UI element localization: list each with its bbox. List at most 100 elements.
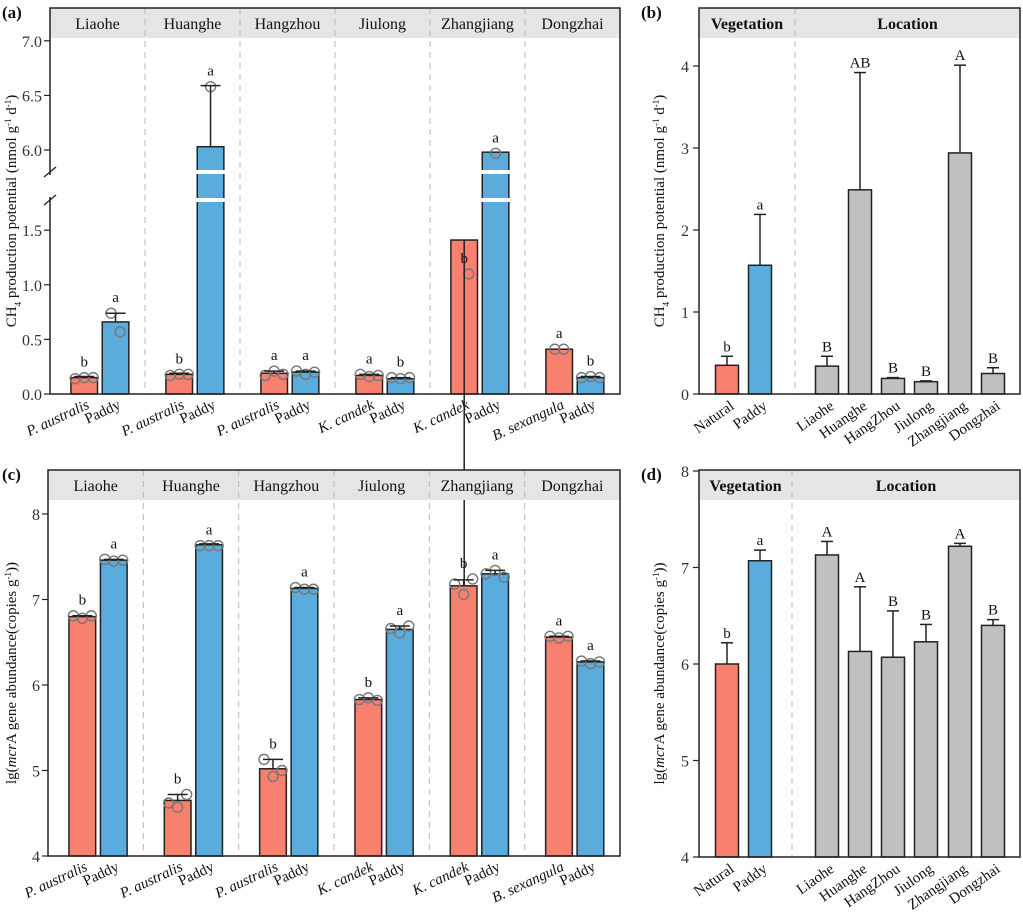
data-point bbox=[371, 694, 384, 707]
bar bbox=[355, 374, 384, 395]
significance-label: B bbox=[888, 361, 898, 377]
x-tick-label: Paddy bbox=[271, 859, 312, 890]
y-tick-label: 0 bbox=[681, 387, 689, 404]
y-tick-label: 5 bbox=[681, 754, 689, 771]
facet-strip-label: Jiulong bbox=[359, 16, 406, 33]
x-tick-label: Paddy bbox=[272, 397, 313, 428]
strip-label-vegetation: Vegetation bbox=[709, 478, 781, 495]
x-tick-label: P. australis bbox=[212, 859, 281, 902]
bar bbox=[947, 545, 973, 858]
data-point bbox=[182, 368, 194, 381]
x-tick-label: P. australis bbox=[117, 859, 186, 902]
y-tick-label: 7.0 bbox=[22, 34, 42, 51]
y-tick-label: 0.0 bbox=[22, 387, 42, 404]
x-tick-label: Paddy bbox=[177, 397, 218, 428]
x-tick-label: Paddy bbox=[176, 859, 217, 890]
significance-label: A bbox=[955, 48, 966, 64]
significance-label: b bbox=[397, 355, 405, 371]
facet-strip-background bbox=[699, 8, 1020, 38]
data-point bbox=[298, 583, 311, 595]
significance-label: a bbox=[556, 613, 563, 629]
bar bbox=[386, 377, 415, 395]
y-axis-label: lg(mcrA gene abundance(copies g-1)) bbox=[3, 562, 20, 784]
panel-label: (d) bbox=[641, 465, 662, 484]
significance-label: a bbox=[492, 130, 499, 146]
bar bbox=[714, 663, 740, 858]
axis-break-gap bbox=[481, 170, 510, 174]
bar bbox=[980, 372, 1006, 395]
data-point bbox=[276, 764, 288, 777]
y-axis-label: CH4 production potential (nmol g-1 d-1) bbox=[651, 95, 671, 327]
bar bbox=[714, 364, 740, 395]
significance-label: a bbox=[271, 348, 278, 364]
data-point bbox=[108, 555, 120, 567]
data-point bbox=[203, 539, 215, 552]
significance-label: a bbox=[396, 603, 403, 619]
facet-strip-label: Zhangjiang bbox=[441, 478, 514, 495]
significance-label: A bbox=[955, 526, 966, 542]
plot-frame bbox=[698, 469, 1021, 858]
x-tick-label: B. sexangula bbox=[490, 859, 567, 906]
facet-strip-label: Dongzhai bbox=[541, 16, 604, 33]
data-point bbox=[87, 371, 99, 384]
plot-frame bbox=[698, 7, 1021, 395]
significance-label: b bbox=[587, 354, 595, 370]
x-tick-label: Paddy bbox=[367, 859, 408, 890]
significance-label: a bbox=[366, 351, 373, 367]
x-tick-label: Paddy bbox=[82, 397, 123, 428]
panel-label: (a) bbox=[2, 3, 22, 22]
significance-label: a bbox=[757, 197, 764, 213]
data-point bbox=[593, 371, 606, 384]
significance-label: b bbox=[460, 556, 468, 572]
y-tick-label: 8 bbox=[681, 464, 689, 481]
axis-break-gap bbox=[196, 198, 225, 202]
significance-label: a bbox=[492, 547, 499, 563]
x-tick-label: Paddy bbox=[730, 861, 770, 896]
facet-strip-label: Liaohe bbox=[75, 16, 119, 33]
strip-label-location: Location bbox=[876, 478, 937, 495]
strip-label-vegetation: Vegetation bbox=[711, 16, 783, 33]
facet-strip-label: Huanghe bbox=[162, 478, 220, 495]
data-point bbox=[549, 343, 561, 355]
bar bbox=[913, 380, 939, 395]
axis-break-mark bbox=[43, 166, 57, 178]
bar bbox=[163, 799, 192, 857]
data-point bbox=[394, 373, 407, 385]
bar bbox=[980, 624, 1006, 858]
axis-break-gap bbox=[48, 175, 52, 197]
facet-strip-label: Hangzhou bbox=[255, 16, 321, 33]
bar bbox=[385, 628, 414, 857]
significance-label: b bbox=[174, 771, 182, 787]
panel-d: (d) Vegetation Location 4 5 6 7 8 b Natural a Paddy… bbox=[641, 464, 1021, 913]
data-point bbox=[308, 366, 321, 378]
significance-label: a bbox=[112, 290, 119, 306]
data-point bbox=[78, 371, 90, 384]
bar bbox=[847, 189, 873, 395]
facet-strip-label: Jiulong bbox=[358, 478, 405, 495]
data-point bbox=[489, 147, 502, 159]
data-point bbox=[164, 369, 176, 382]
y-tick-label: 1.5 bbox=[22, 223, 42, 240]
y-tick-label: 6 bbox=[32, 678, 40, 695]
data-point bbox=[162, 797, 175, 809]
y-tick-label: 7 bbox=[681, 561, 689, 578]
data-point bbox=[117, 554, 129, 566]
x-tick-label: P. australis bbox=[118, 397, 187, 440]
x-tick-label: K. candek bbox=[314, 859, 376, 899]
bar bbox=[258, 768, 288, 857]
y-tick-label: 5 bbox=[32, 764, 40, 781]
bar bbox=[195, 544, 224, 857]
plot-frame bbox=[49, 7, 621, 395]
significance-label: a bbox=[207, 64, 214, 80]
significance-label: b bbox=[365, 675, 373, 691]
data-point bbox=[212, 539, 224, 552]
data-point bbox=[498, 571, 510, 583]
bar bbox=[880, 377, 906, 395]
significance-label: AB bbox=[850, 56, 871, 72]
plot-frame bbox=[47, 469, 621, 857]
panel-label: (b) bbox=[641, 3, 662, 22]
data-point bbox=[69, 373, 81, 385]
x-tick-label: P. australis bbox=[213, 397, 282, 440]
significance-label: a bbox=[556, 326, 563, 342]
significance-label: a bbox=[587, 638, 594, 654]
